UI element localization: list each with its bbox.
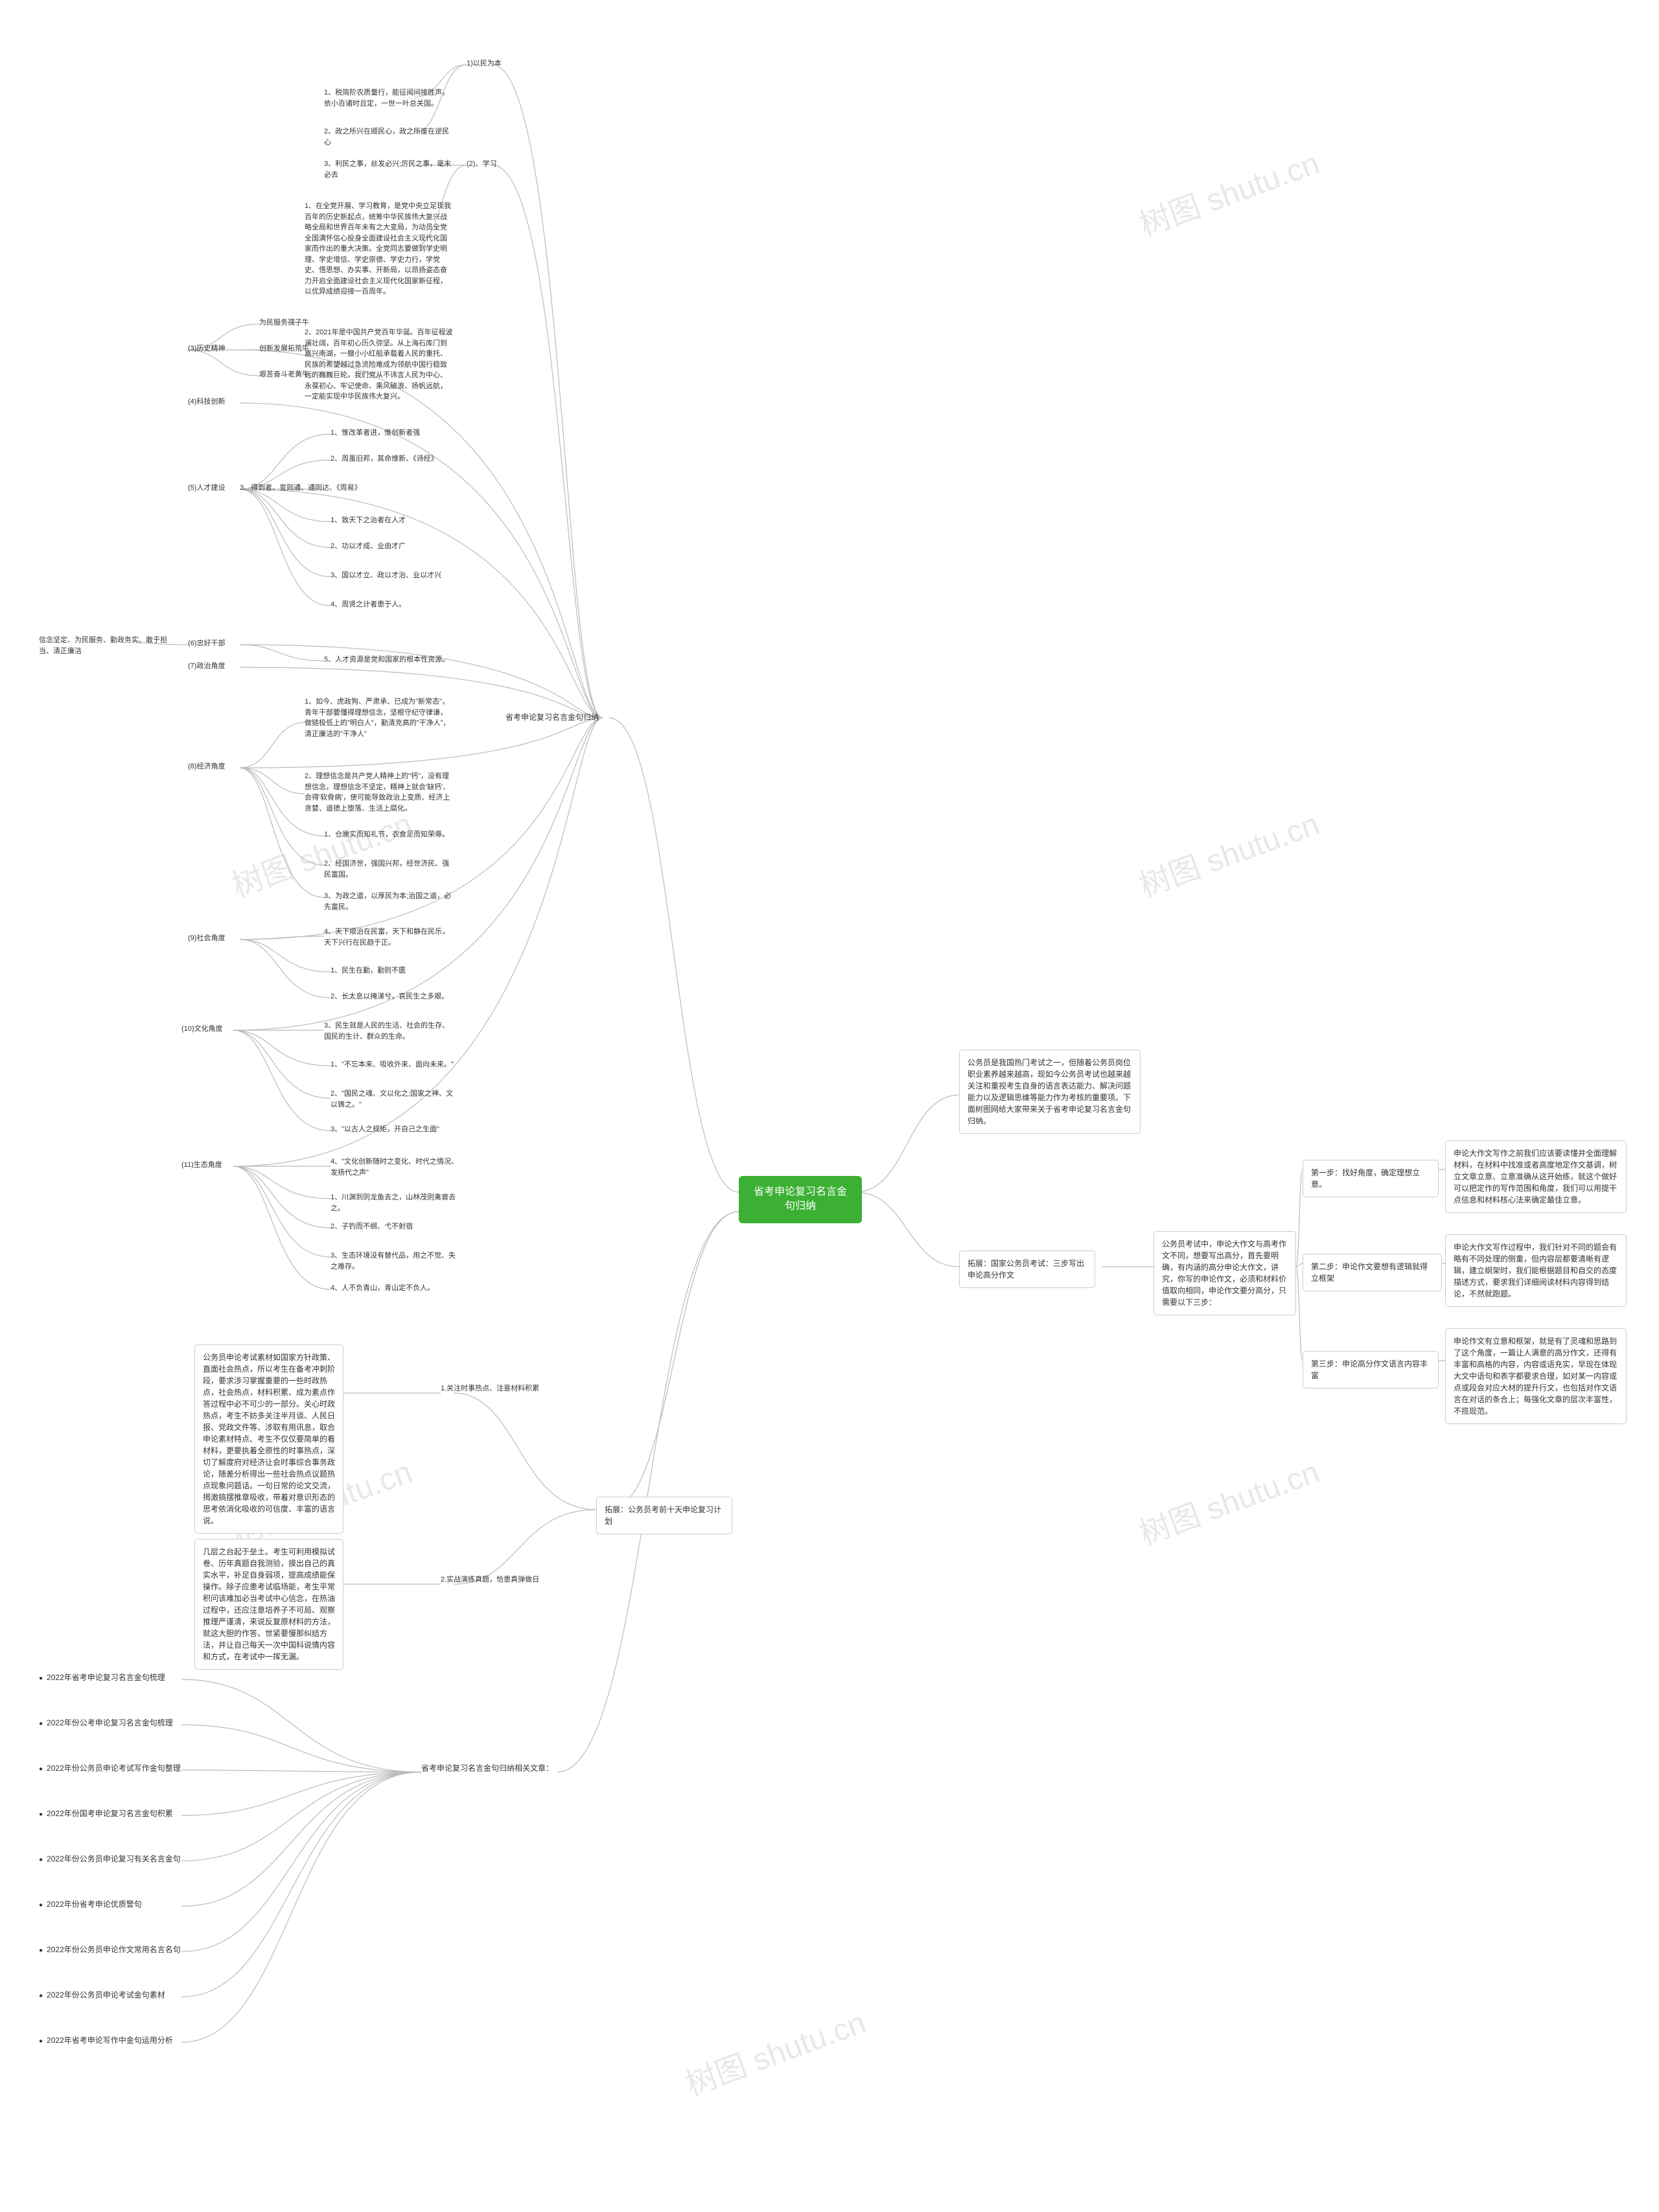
g11-item: 2、子钓而不纲、弋不射宿 xyxy=(331,1221,413,1232)
g3-child: 创新发展拓荒牛 xyxy=(259,343,309,354)
g8-item: 3、为政之道，以厚民为本;治国之道，必先富民。 xyxy=(324,891,454,912)
watermark: 树图 shutu.cn xyxy=(225,798,417,905)
related-link[interactable]: 2022年份公务员申论作文常用名言名句 xyxy=(39,1944,181,1955)
related-link[interactable]: 2022年省考申论复习名言金句梳理 xyxy=(39,1672,165,1683)
ext2-s2-para: 几层之台起于垒土。考生可利用模拟试卷、历年真题自我测验，摸出自己的真实水平，补足… xyxy=(194,1539,343,1670)
watermark: 树图 shutu.cn xyxy=(1132,137,1325,244)
ext2-s2-label: 2.实战演练真题，恰患真弹做日 xyxy=(441,1574,539,1585)
step-3-detail: 申论作文有立意和框架，就是有了灵魂和思路到了这个角度，一篇让人满意的高分作文，还… xyxy=(1445,1328,1627,1424)
step-3-label[interactable]: 第三步：申论高分作文语言内容丰富 xyxy=(1303,1351,1439,1388)
related-link[interactable]: 2022年份公务员申论复习有关名言金句 xyxy=(39,1853,181,1864)
g10-item: 1、"不忘本来、吸收外来、面向未来。" xyxy=(331,1059,454,1070)
g5-item: 3、国以才立、政以才治、业以才兴 xyxy=(331,570,441,581)
g5-item: 4、周贤之计者患于人。 xyxy=(331,599,406,610)
related-link[interactable]: 2022年份公务员申论考试写作金句整理 xyxy=(39,1762,181,1773)
g3-child: 艰苦奋斗老黄牛 xyxy=(259,369,309,380)
step-1-detail: 申论大作文写作之前我们应该要读懂并全面理解材料，在材料中找准或者高度地定作文基调… xyxy=(1445,1140,1627,1213)
watermark: 树图 shutu.cn xyxy=(1132,798,1325,905)
g6-label: (6)忠好干部 xyxy=(188,638,225,649)
g1-item: 1、税简阶农质量行，能征闻间接胜声，依小百诸时且定，一世一叶总关国。 xyxy=(324,87,454,109)
g11-item: 1、川渊到则龙鱼去之，山林茂则禽兽去之。 xyxy=(331,1192,460,1214)
mindmap-canvas: 树图 shutu.cn 树图 shutu.cn 树图 shutu.cn 树图 s… xyxy=(0,0,1659,2212)
ext-title[interactable]: 拓展：国家公务员考试：三步写出申论高分作文 xyxy=(959,1250,1095,1288)
g1-label: 1)以民为本 xyxy=(467,58,502,69)
g5-item: 1、惟改革者进，惟创新者强 xyxy=(331,428,420,439)
watermark: 树图 shutu.cn xyxy=(1132,1446,1325,1553)
left-section-title: 省考申论复习名言金句归纳 xyxy=(505,711,599,723)
g9-item: 1、民生在勤，勤则不匮 xyxy=(331,965,406,976)
g8-item: 1、仓廪实而知礼节，衣食足而知荣辱。 xyxy=(324,829,449,840)
g9-item: 4、天下顺治在民富，天下和静在民乐，天下兴行在民趋于正。 xyxy=(324,927,454,948)
g6-item: 5、人才资源是党和国家的根本性资源。 xyxy=(324,654,449,665)
connectors xyxy=(0,0,1659,2212)
g8-item: 1、如今、虎政狗、严肃承、已成为"新常态"，青年干部要懂得理想信念，坚根守纪守律… xyxy=(305,697,454,739)
ext-intro: 公务员考试中，申论大作文与高考作文不同，想要写出高分，首先要明确，有内涵的高分申… xyxy=(1154,1231,1296,1315)
related-title: 省考申论复习名言金句归纳相关文章： xyxy=(421,1762,553,1774)
g5-item: 1、致天下之治者在人才 xyxy=(331,515,406,526)
related-link[interactable]: 2022年份公考申论复习名言金句梳理 xyxy=(39,1717,173,1728)
g1-item: 2、政之所兴在顺民心，政之所废在逆民心 xyxy=(324,126,454,148)
root-node[interactable]: 省考申论复习名言金句归纳 xyxy=(739,1176,862,1223)
g11-item: 3、生态环境没有替代品，用之不觉、失之难存。 xyxy=(331,1250,460,1272)
ext2-s1-para: 公务员申论考试素材如国家方针政策、直面社会热点，所以考生在备考冲刺阶段，要求涉习… xyxy=(194,1344,343,1534)
g8-label: (8)经济角度 xyxy=(188,761,225,772)
related-link[interactable]: 2022年份公务员申论考试金句素材 xyxy=(39,1989,165,2000)
g3-child: 为民服务孺子牛 xyxy=(259,317,309,328)
g11-label: (11)生态角度 xyxy=(181,1160,222,1171)
g10-item: 3、民生就是人民的生活、社会的生存、国民的生计、群众的生命。 xyxy=(324,1020,454,1042)
watermark: 树图 shutu.cn xyxy=(679,1997,871,2104)
g2-item: 1、在全党开展、学习教育，是党中央立足现我百年的历史新起点，统筹中华民族伟大复兴… xyxy=(305,201,454,297)
g8-item: 2、经国济世，强国兴邦，经世济民、强民富国。 xyxy=(324,858,454,880)
ext2-s1-label: 1.关注时事热点、注意材料积累 xyxy=(441,1383,539,1394)
step-2-detail: 申论大作文写作过程中，我们针对不同的题会有略有不同处理的侧重，但内容层都要清晰有… xyxy=(1445,1234,1627,1307)
g8-item: 2、理想信念是共产党人精神上的"钙"，没有理想信念，理想信念不坚定，精神上就会'… xyxy=(305,771,454,814)
g10-item: 3、"以古人之规矩，开自己之生面" xyxy=(331,1124,439,1135)
g9-label: (9)社会角度 xyxy=(188,933,225,944)
g9-item: 2、长太息以掩涕兮，哀民生之多艰。 xyxy=(331,991,448,1002)
g7-label: (7)政治角度 xyxy=(188,661,225,672)
related-link[interactable]: 2022年省考申论写作中金句运用分析 xyxy=(39,2034,173,2045)
g6-pre: 信念坚定、为民服务、勤政务实、敢于担当、清正廉洁 xyxy=(39,635,175,656)
g5-label: (5)人才建设 xyxy=(188,483,225,494)
g4-label: (4)科技创新 xyxy=(188,397,225,408)
g10-item: 2、"国民之魂、文以化之;国家之神、文以铸之。" xyxy=(331,1089,460,1110)
g11-item: 4、人不负青山，青山定不负人。 xyxy=(331,1283,434,1294)
g11-item: 4、"文化创新随时之变化、时代之情况、发扬代之声" xyxy=(331,1157,460,1178)
g2-item: 3、利民之事，丝发必兴;厉民之事，毫末必去 xyxy=(324,159,454,180)
related-link[interactable]: 2022年份国考申论复习名言金句积累 xyxy=(39,1808,173,1819)
g5-item: 2、周虽旧邦，其命维新、《诗经》 xyxy=(331,454,438,465)
step-1-label[interactable]: 第一步：找好角度，确定理想立意。 xyxy=(1303,1160,1439,1197)
g3-para: 2、2021年是中国共产党百年华诞。百年征程波澜壮阔，百年初心历久弥坚。从上海石… xyxy=(305,327,454,402)
g10-label: (10)文化角度 xyxy=(181,1024,223,1035)
related-link[interactable]: 2022年份省考申论优质警句 xyxy=(39,1898,142,1909)
intro-box: 公务员是我国热门考试之一，但随着公务员岗位职业素养越来越高，现如今公务员考试也越… xyxy=(959,1050,1141,1134)
g3-label: (3)历史精神 xyxy=(188,343,225,354)
step-2-label[interactable]: 第二步：申论作文要想有逻辑就得立框架 xyxy=(1303,1254,1442,1291)
g2-label: (2)、学习 xyxy=(467,159,496,170)
g5-item: 2、功以才成、业由才广 xyxy=(331,541,406,552)
ext2-title[interactable]: 拓展：公务员考前十天申论复习计划 xyxy=(596,1497,732,1534)
g5-intro: 3、得到者、变则通、通则达、《周易》 xyxy=(240,483,362,494)
